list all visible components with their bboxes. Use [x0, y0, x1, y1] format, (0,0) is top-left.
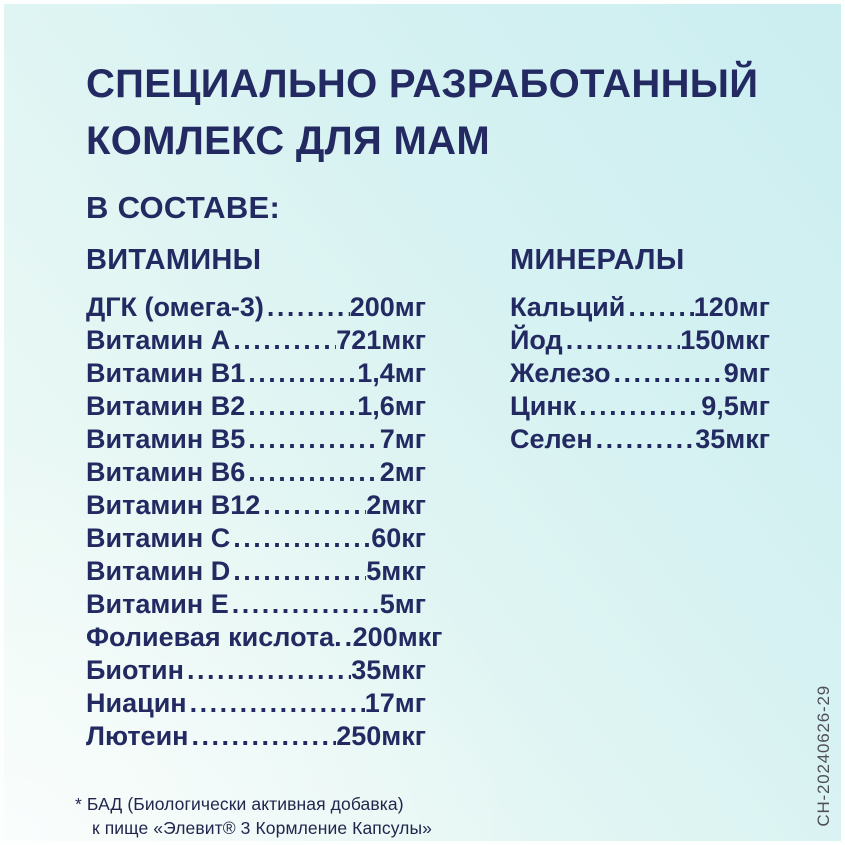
ingredient-label: Ниацин	[86, 688, 187, 718]
ingredient-value: 9мг	[723, 358, 770, 388]
ingredient-row: Кальций 120мг	[510, 291, 770, 324]
vitamins-column: ВИТАМИНЫ ДГК (омега-3) 200мг Витамин А 7…	[86, 242, 442, 753]
dot-leader	[230, 555, 366, 588]
dot-leader	[576, 390, 701, 423]
ingredient-row: Витамин C 60кг	[86, 522, 426, 555]
dot-leader	[245, 423, 380, 456]
minerals-header: МИНЕРАЛЫ	[510, 244, 685, 276]
dot-leader	[610, 357, 723, 390]
footnote-line2: к пище «Элевит® 3 Кормление Капсулы»	[92, 818, 432, 838]
page-title-line2: КОМЛЕКС ДЛЯ МАМ	[86, 119, 490, 163]
dot-leader	[245, 456, 380, 489]
dot-leader	[342, 621, 353, 654]
ingredient-value: 250мкг	[336, 721, 426, 751]
ingredient-row: ДГК (омега-3) 200мг	[86, 291, 426, 324]
ingredient-row: Биотин 35мкг	[86, 654, 426, 687]
vitamins-header: ВИТАМИНЫ	[86, 244, 262, 276]
ingredient-value: 5мкг	[366, 556, 426, 586]
ingredient-label: Фолиевая кислота.	[86, 622, 342, 652]
ingredient-label: Биотин	[86, 655, 184, 685]
footnote: * БАД (Биологически активная добавка) к …	[75, 792, 432, 840]
ingredient-row: Цинк 9,5мг	[510, 390, 770, 423]
dot-leader	[230, 522, 371, 555]
footnote-line1: * БАД (Биологически активная добавка)	[75, 794, 404, 814]
dot-leader	[260, 489, 366, 522]
ingredient-label: Витамин E	[86, 589, 229, 619]
ingredient-label: Витамин B12	[86, 490, 261, 520]
ingredient-label: Железо	[510, 358, 611, 388]
dot-leader	[563, 324, 681, 357]
ingredient-row: Фолиевая кислота. 200мкг	[86, 621, 442, 654]
ingredient-row: Витамин B1 1,4мг	[86, 357, 426, 390]
ingredient-row: Железо 9мг	[510, 357, 770, 390]
ingredient-label: Витамин B2	[86, 391, 246, 421]
ingredient-row: Витамин B2 1,6мг	[86, 390, 426, 423]
ingredient-row: Витамин А 721мкг	[86, 324, 426, 357]
ingredient-value: 9,5мг	[701, 391, 770, 421]
ingredient-row: Йод 150мкг	[510, 324, 770, 357]
ingredient-label: Селен	[510, 424, 593, 454]
ingredient-value: 5мг	[379, 589, 426, 619]
dot-leader	[230, 324, 336, 357]
ingredient-label: ДГК (омега-3)	[86, 292, 264, 322]
ingredient-value: 120мг	[693, 292, 770, 322]
dot-leader	[593, 423, 696, 456]
ingredient-row: Витамин B12 2мкг	[86, 489, 426, 522]
ingredient-value: 150мкг	[680, 325, 770, 355]
ingredient-row: Ниацин 17мг	[86, 687, 426, 720]
composition-heading: В СОСТАВЕ:	[86, 190, 281, 225]
ingredient-value: 60кг	[371, 523, 426, 553]
ingredient-row: Витамин B6 2мг	[86, 456, 426, 489]
dot-leader	[188, 720, 336, 753]
dot-leader	[229, 588, 380, 621]
ingredient-label: Витамин C	[86, 523, 231, 553]
page-title: СПЕЦИАЛЬНО РАЗРАБОТАННЫЙ КОМЛЕКС ДЛЯ МАМ	[86, 56, 758, 170]
ingredient-value: 721мкг	[336, 325, 426, 355]
ingredient-value: 200мг	[349, 292, 426, 322]
ingredient-value: 1,4мг	[357, 358, 426, 388]
ingredient-label: Кальций	[510, 292, 626, 322]
ingredient-label: Витамин B1	[86, 358, 246, 388]
ingredient-value: 200мкг	[352, 622, 443, 652]
ingredient-row: Лютеин 250мкг	[86, 720, 426, 753]
ingredient-row: Витамин D 5мкг	[86, 555, 426, 588]
ingredient-value: 17мг	[364, 688, 426, 718]
dot-leader	[187, 687, 365, 720]
ingredient-row: Витамин E 5мг	[86, 588, 426, 621]
ingredient-value: 35мкг	[695, 424, 770, 454]
dot-leader	[245, 390, 357, 423]
ingredient-value: 1,6мг	[357, 391, 426, 421]
ingredient-label: Йод	[510, 325, 563, 355]
dot-leader	[625, 291, 693, 324]
batch-code: СН-20240626-29	[814, 685, 833, 827]
ingredients-columns: ВИТАМИНЫ ДГК (омега-3) 200мг Витамин А 7…	[86, 242, 770, 753]
ingredient-label: Витамин B6	[86, 457, 246, 487]
ingredient-value: 35мкг	[351, 655, 426, 685]
ingredient-label: Витамин D	[86, 556, 231, 586]
ingredient-value: 2мкг	[366, 490, 426, 520]
dot-leader	[245, 357, 357, 390]
dot-leader	[264, 291, 350, 324]
minerals-column: МИНЕРАЛЫ Кальций 120мг Йод 150мкг Железо…	[510, 242, 770, 456]
ingredient-value: 2мг	[379, 457, 426, 487]
ingredient-row: Витамин B5 7мг	[86, 423, 426, 456]
ingredient-label: Лютеин	[86, 721, 189, 751]
ingredient-label: Цинк	[510, 391, 577, 421]
page-title-line1: СПЕЦИАЛЬНО РАЗРАБОТАННЫЙ	[86, 62, 759, 106]
ingredient-row: Селен 35мкг	[510, 423, 770, 456]
ingredient-label: Витамин А	[86, 325, 231, 355]
ingredient-value: 7мг	[379, 424, 426, 454]
ingredient-label: Витамин B5	[86, 424, 246, 454]
dot-leader	[184, 654, 351, 687]
